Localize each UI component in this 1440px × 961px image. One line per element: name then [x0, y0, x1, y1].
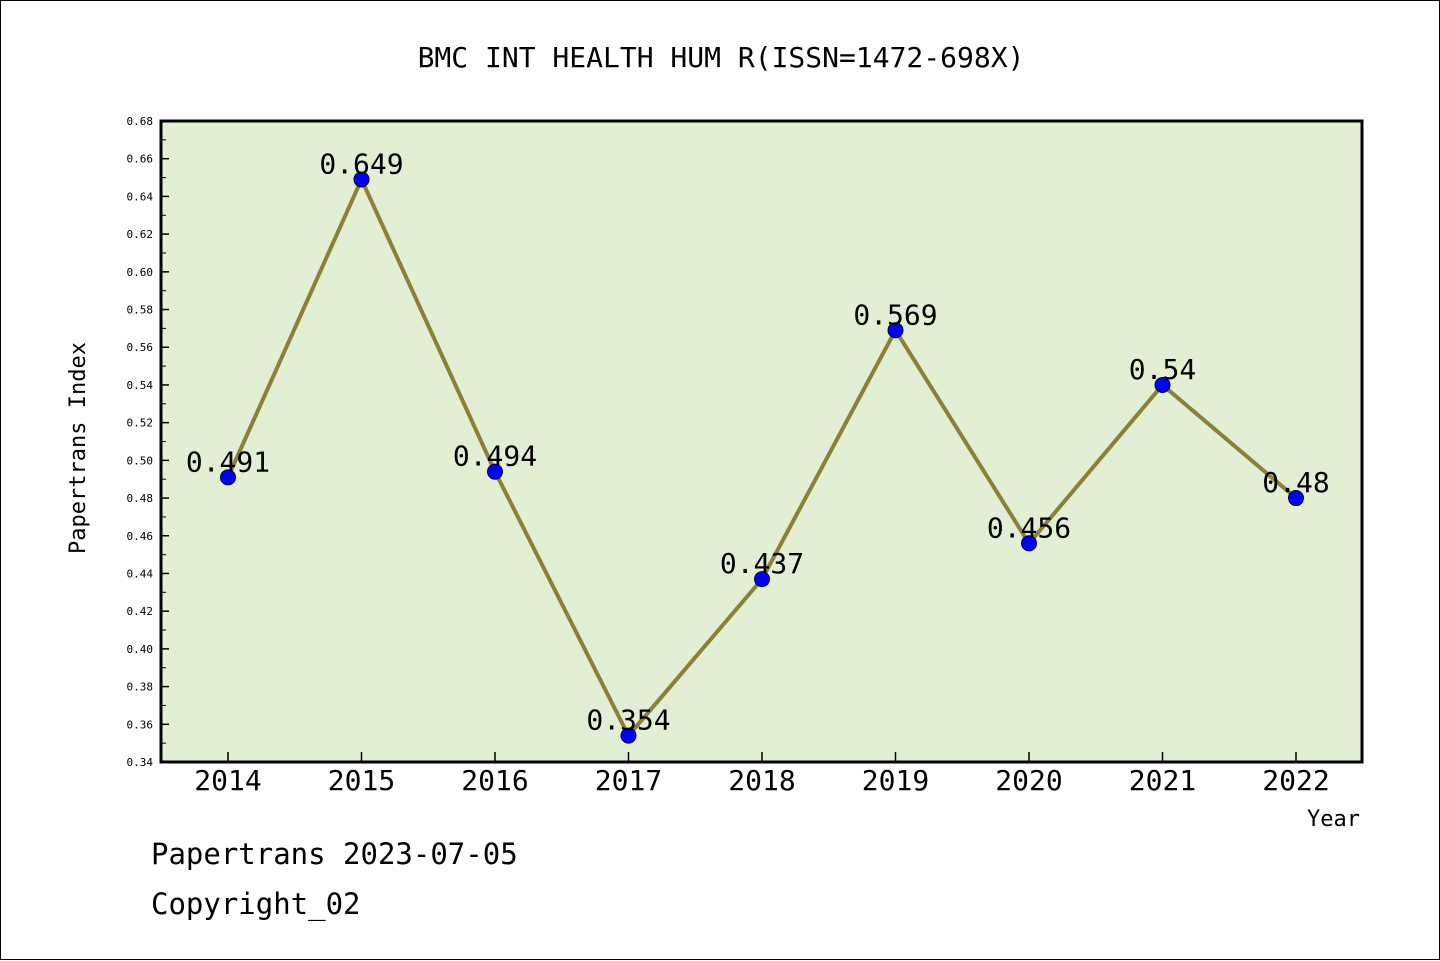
x-tick-label: 2021 [1129, 764, 1196, 797]
y-tick-label: 0.62 [127, 228, 154, 241]
data-point [487, 463, 503, 480]
data-markers [220, 171, 1304, 744]
x-tick-label: 2015 [328, 764, 395, 797]
x-tick-label: 2019 [862, 764, 929, 797]
y-tick-label: 0.68 [127, 115, 154, 128]
y-tick-label: 0.60 [127, 266, 154, 279]
y-tick-label: 0.34 [127, 756, 154, 769]
x-tick-label: 2017 [595, 764, 662, 797]
plot-area [159, 119, 1364, 764]
y-axis: 0.34 0.36 0.38 0.40 0.42 0.44 0.46 0.48 0.50 0.52… [127, 115, 169, 769]
data-label: 0.494 [453, 440, 537, 473]
y-tick-label: 0.64 [127, 190, 154, 203]
data-label: 0.354 [586, 704, 670, 737]
data-label: 0.54 [1129, 353, 1196, 386]
y-tick-label: 0.42 [127, 605, 154, 618]
x-tick-label: 2018 [728, 764, 795, 797]
data-label: 0.456 [987, 511, 1071, 544]
x-tick-label: 2014 [194, 764, 261, 797]
data-point [754, 571, 770, 588]
x-tick-label: 2022 [1262, 764, 1329, 797]
y-tick-label: 0.48 [127, 492, 154, 505]
data-label: 0.48 [1262, 466, 1329, 499]
x-tick-label: 2016 [461, 764, 528, 797]
data-point [887, 322, 904, 339]
x-tick-label: 2020 [995, 764, 1062, 797]
y-axis-label: Papertrans Index [66, 342, 91, 554]
y-tick-label: 0.58 [127, 304, 154, 317]
x-axis-label: Year [1307, 807, 1360, 832]
data-point [620, 727, 637, 744]
data-label: 0.437 [720, 547, 804, 580]
y-tick-label: 0.44 [127, 567, 154, 580]
x-axis: 2014 2015 2016 2017 2018 2019 2020 2021 2022 [194, 752, 1330, 797]
y-tick-label: 0.56 [127, 341, 154, 354]
y-tick-label: 0.36 [127, 718, 154, 731]
data-labels: 0.491 0.649 0.494 0.354 0.437 0.569 0.456 0.54 0… [186, 147, 1330, 736]
data-point [1288, 490, 1304, 507]
y-tick-label: 0.52 [127, 417, 154, 430]
y-tick-label: 0.38 [127, 681, 154, 694]
data-point [1154, 376, 1171, 393]
y-tick-label: 0.66 [127, 153, 154, 166]
data-label: 0.569 [853, 298, 937, 331]
data-point [1021, 535, 1037, 552]
data-point [220, 469, 236, 486]
chart-title: BMC INT HEALTH HUM R(ISSN=1472-698X) [418, 41, 1025, 74]
data-point [353, 171, 370, 188]
footer-date: Papertrans 2023-07-05 [151, 837, 518, 871]
data-label: 0.491 [186, 445, 270, 478]
footer-copyright: Copyright_02 [151, 887, 361, 921]
y-tick-label: 0.54 [127, 379, 154, 392]
y-tick-label: 0.50 [127, 454, 154, 467]
data-label: 0.649 [319, 147, 403, 180]
y-tick-label: 0.40 [127, 643, 154, 656]
y-tick-label: 0.46 [127, 530, 154, 543]
